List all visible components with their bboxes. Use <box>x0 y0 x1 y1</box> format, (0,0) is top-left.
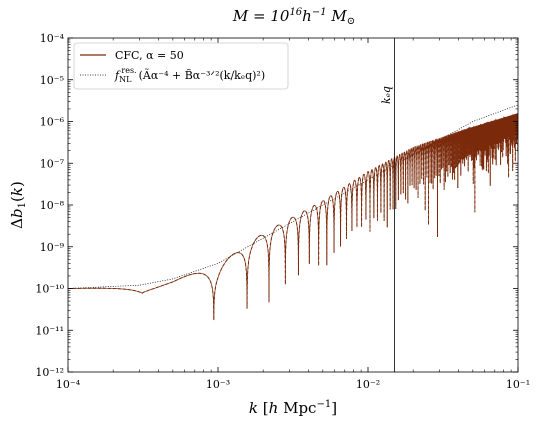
x-tick-label: 10⁻³ <box>206 378 230 391</box>
chart-title: M = 1016h−1 M⊙ <box>232 7 355 27</box>
series-envelope-line <box>68 104 518 289</box>
y-tick-label: 10⁻⁷ <box>40 157 65 170</box>
series-cfc-dashed-overlay <box>68 113 518 321</box>
y-axis-title: Δb1(k) <box>8 181 28 229</box>
y-tick-label: 10⁻⁶ <box>40 116 65 129</box>
x-axis-title: k [h Mpc−1] <box>249 399 337 417</box>
keq-label: kₑq <box>380 86 393 104</box>
legend-box <box>73 42 289 90</box>
y-tick-label: 10⁻¹¹ <box>35 324 64 337</box>
legend-envelope-label: fNLres. (Ãα⁻⁴ + B̃α⁻³ᐟ²(k/kₑq)²) <box>114 66 265 84</box>
y-tick-label: 10⁻¹⁰ <box>35 283 64 296</box>
y-tick-label: 10⁻⁸ <box>40 199 65 212</box>
y-tick-label: 10⁻¹² <box>35 366 64 379</box>
y-tick-label: 10⁻⁹ <box>40 241 65 254</box>
x-tick-label: 10⁻⁴ <box>56 378 81 391</box>
y-tick-label: 10⁻⁵ <box>40 74 64 87</box>
x-tick-label: 10⁻² <box>356 378 380 391</box>
legend: CFC, α = 50 fNLres. (Ãα⁻⁴ + B̃α⁻³ᐟ²(k/kₑq… <box>73 42 289 90</box>
legend-cfc-label: CFC, α = 50 <box>115 49 184 62</box>
y-tick-label: 10⁻⁴ <box>40 32 65 45</box>
x-tick-label: 10⁻¹ <box>506 378 530 391</box>
